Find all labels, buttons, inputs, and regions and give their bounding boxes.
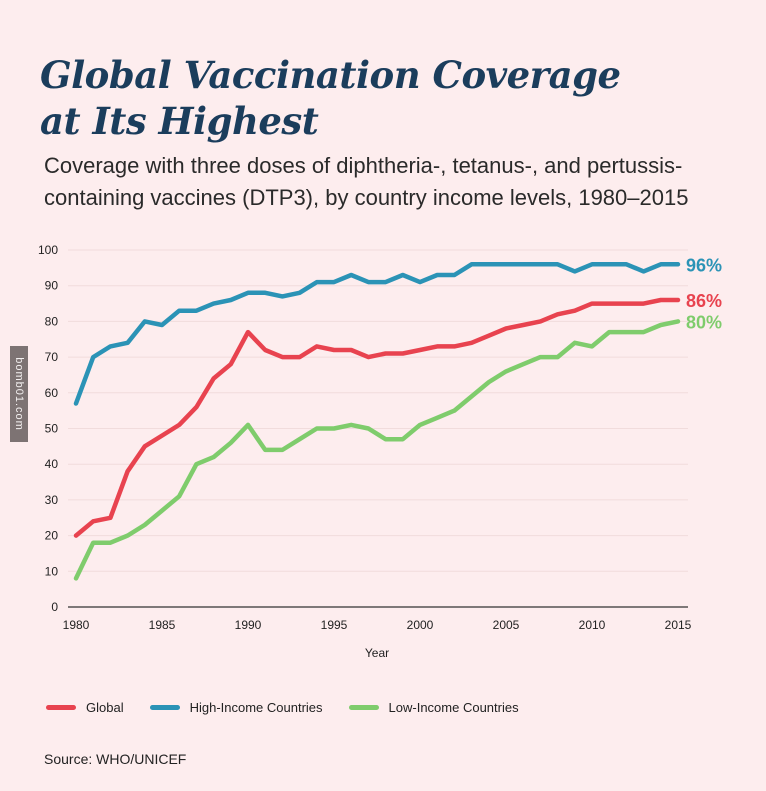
source-note: Source: WHO/UNICEF — [44, 751, 187, 767]
x-axis-ticks: 1980 1985 1990 1995 2000 2005 2010 2015 — [63, 618, 692, 632]
series-line-low-income-countries — [73, 319, 681, 581]
chart-title: Global Vaccination Coverage at Its Highe… — [40, 52, 621, 144]
y-tick-label: 10 — [45, 564, 59, 578]
y-axis-ticks: 0 10 20 30 40 50 60 70 80 90 100 — [38, 243, 58, 614]
end-labels: 96% 80%86% — [686, 255, 722, 332]
x-tick-label: 2005 — [493, 618, 520, 632]
x-tick-label: 1995 — [321, 618, 348, 632]
y-tick-label: 0 — [51, 600, 58, 614]
legend-item-low-income: Low-Income Countries — [348, 700, 519, 715]
legend-label-low-income: Low-Income Countries — [388, 700, 519, 715]
legend-label-global: Global — [86, 700, 124, 715]
title-line-2: at Its Highest — [40, 99, 319, 143]
series-lines — [73, 262, 681, 581]
x-axis-label: Year — [365, 646, 389, 660]
y-tick-label: 80 — [45, 314, 59, 328]
legend-swatch-low-income — [348, 705, 379, 710]
gridlines — [68, 249, 688, 572]
x-tick-label: 2000 — [407, 618, 434, 632]
legend-item-global: Global — [46, 700, 124, 715]
series-line-global — [73, 297, 681, 538]
title-line-1: Global Vaccination Coverage — [40, 53, 621, 97]
y-tick-label: 60 — [45, 386, 59, 400]
legend-label-high-income: High-Income Countries — [189, 700, 323, 715]
y-tick-label: 50 — [45, 422, 59, 436]
x-tick-label: 2010 — [579, 618, 606, 632]
y-tick-label: 40 — [45, 457, 59, 471]
chart-subtitle: Coverage with three doses of diphtheria-… — [44, 153, 689, 210]
x-tick-label: 2015 — [665, 618, 692, 632]
end-label-high-income-countries: 96% — [686, 255, 722, 275]
line-chart: 0 10 20 30 40 50 60 70 80 90 100 1980 1985 1990 1995 2… — [38, 243, 722, 660]
legend-swatch-high-income — [149, 705, 180, 710]
y-tick-label: 70 — [45, 350, 59, 364]
watermark: bomb01.com — [10, 346, 28, 442]
legend-item-high-income: High-Income Countries — [149, 700, 323, 715]
legend-swatch-global — [46, 705, 76, 710]
y-tick-label: 30 — [45, 493, 59, 507]
x-tick-label: 1985 — [149, 618, 176, 632]
end-label-low-income-countries: 80% — [686, 312, 722, 332]
y-tick-label: 20 — [45, 529, 59, 543]
y-tick-label: 90 — [45, 279, 59, 293]
legend: Global High-Income Countries Low-Income … — [46, 700, 545, 715]
end-label-global: 86% — [686, 291, 722, 311]
x-tick-label: 1980 — [63, 618, 90, 632]
series-line-high-income-countries — [73, 262, 681, 406]
x-tick-label: 1990 — [235, 618, 262, 632]
y-tick-label: 100 — [38, 243, 58, 257]
